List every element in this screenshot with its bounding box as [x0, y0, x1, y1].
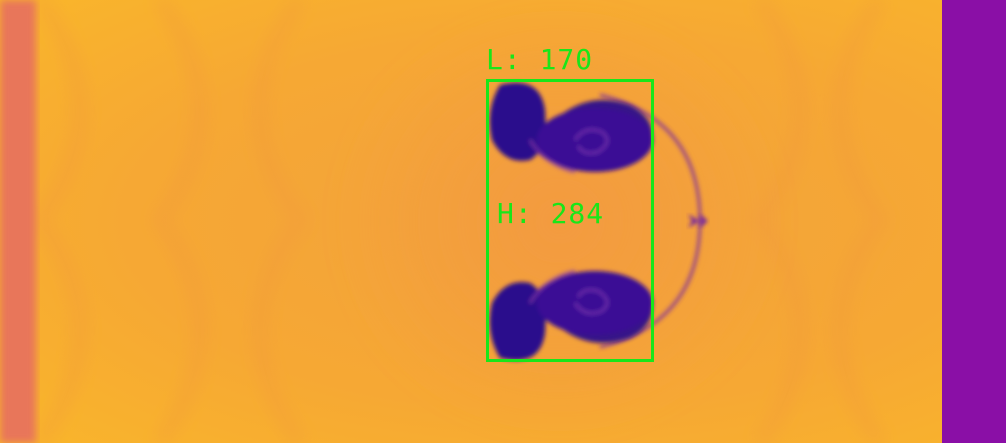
upper-vortex: [489, 82, 653, 174]
length-label: L: 170: [486, 43, 594, 76]
height-label: H: 284: [497, 197, 605, 230]
bounding-box: [486, 79, 654, 362]
shock-front: [330, 1, 790, 441]
right-edge-band: [942, 0, 1006, 443]
lower-vortex: [489, 269, 653, 361]
left-edge-band: [0, 0, 36, 443]
perturbation-marker: [688, 214, 708, 228]
